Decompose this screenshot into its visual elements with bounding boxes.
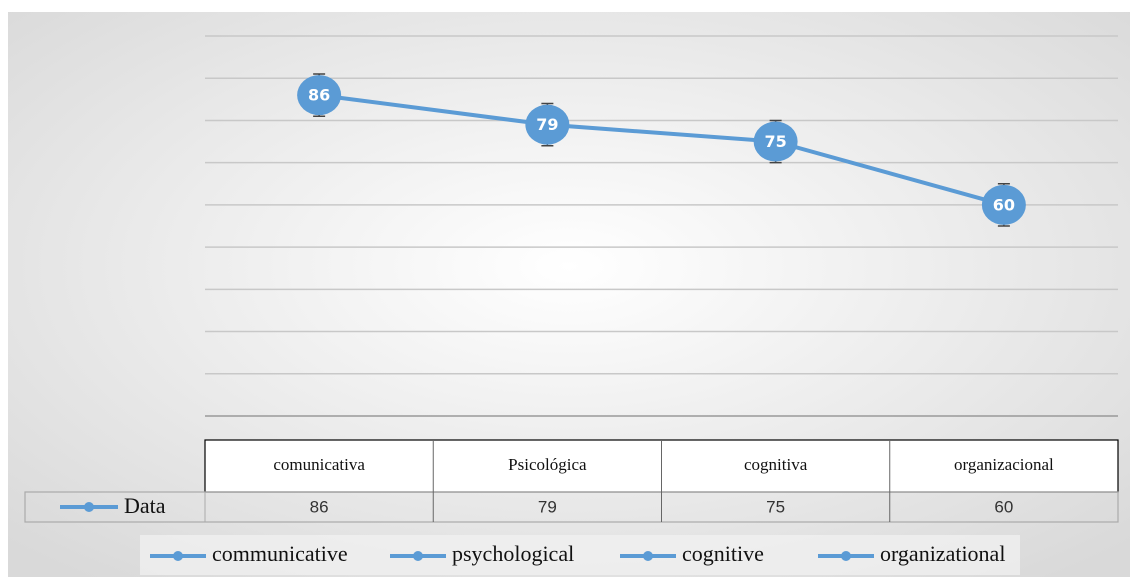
data-label: 60 [993,195,1015,214]
table-value: 86 [310,497,329,516]
legend-entry: psychological [452,541,574,566]
data-point [981,184,1026,225]
legend-entry: organizational [880,541,1005,566]
data-point [753,121,798,162]
table-value: 79 [538,497,557,516]
table-row [24,491,1119,523]
x-tick-label: organizacional [954,455,1054,474]
data-point [525,104,570,145]
data-label: 75 [764,132,786,151]
x-tick-label: cognitiva [744,455,808,474]
legend-entry: cognitive [682,541,764,566]
legend-marker [643,551,653,561]
series-line [318,93,1005,207]
table-value: 60 [994,497,1013,516]
x-tick-label: Psicológica [508,455,587,474]
data-label: 86 [308,86,330,105]
table-value: 75 [766,497,785,516]
legend-marker [173,551,183,561]
legend-entry: communicative [212,541,348,566]
series-name: Data [124,493,166,518]
legend-marker [841,551,851,561]
x-tick-label: comunicativa [273,455,365,474]
legend-marker [84,502,94,512]
legend-marker [413,551,423,561]
data-label: 79 [536,115,558,134]
data-point [297,75,342,116]
